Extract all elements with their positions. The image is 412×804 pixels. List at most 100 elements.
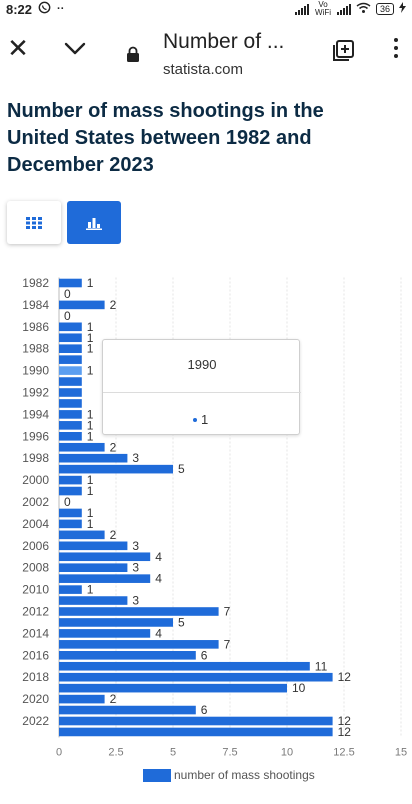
x-tick-label: 15 xyxy=(395,746,407,758)
bar xyxy=(59,410,82,419)
data-label: 10 xyxy=(292,681,306,695)
bar xyxy=(59,574,151,583)
data-label: 1 xyxy=(87,407,94,421)
bar xyxy=(59,432,82,441)
table-icon xyxy=(26,216,42,229)
legend-swatch xyxy=(143,768,171,782)
y-tick-label: 2006 xyxy=(22,539,49,553)
page-title: Number of mass shootings in the United S… xyxy=(7,100,324,176)
bar xyxy=(59,683,287,693)
data-label: 12 xyxy=(338,670,352,684)
more-notifications-icon: ·· xyxy=(57,3,65,15)
y-tick-label: 2016 xyxy=(22,648,49,662)
browser-toolbar: ✕ Number of ... statista.com xyxy=(0,22,412,84)
bar xyxy=(59,508,82,518)
y-tick-label: 2004 xyxy=(22,517,49,531)
table-view-button[interactable] xyxy=(7,201,61,244)
data-label: 11 xyxy=(315,659,328,673)
data-label: 1 xyxy=(87,473,94,487)
whatsapp-icon xyxy=(38,1,51,17)
data-label: 1 xyxy=(87,342,94,356)
y-tick-label: 2014 xyxy=(22,626,49,640)
wifi-icon xyxy=(356,2,371,17)
bar xyxy=(59,486,82,496)
bar xyxy=(59,727,333,737)
bar xyxy=(59,672,333,682)
bar xyxy=(59,344,82,353)
bar xyxy=(59,519,82,529)
y-tick-label: 1984 xyxy=(22,298,49,312)
y-tick-label: 1998 xyxy=(22,451,49,465)
x-tick-label: 7.5 xyxy=(222,746,237,758)
bar xyxy=(59,377,82,386)
y-tick-label: 1988 xyxy=(22,342,49,356)
data-label: 1 xyxy=(87,331,94,345)
x-tick-label: 0 xyxy=(56,746,62,758)
bar xyxy=(59,366,82,375)
data-label: 1 xyxy=(87,364,94,378)
tooltip-divider xyxy=(103,392,301,393)
status-left: 8:22 ·· xyxy=(6,1,64,17)
x-tick-label: 12.5 xyxy=(333,746,354,758)
series-dot-icon xyxy=(193,417,197,422)
chart-legend[interactable]: number of mass shootings xyxy=(143,768,315,782)
view-toggle xyxy=(7,201,121,244)
y-tick-label: 1994 xyxy=(22,407,49,421)
bar xyxy=(59,716,333,726)
data-label: 2 xyxy=(110,298,117,312)
data-label: 7 xyxy=(224,605,231,619)
bar xyxy=(59,464,173,474)
data-label: 12 xyxy=(338,725,352,739)
status-time: 8:22 xyxy=(6,1,33,17)
bar xyxy=(59,278,82,288)
bar xyxy=(59,388,82,397)
data-label: 2 xyxy=(110,528,117,542)
y-tick-label: 2020 xyxy=(22,692,49,706)
x-tick-label: 2.5 xyxy=(108,746,123,758)
chevron-down-icon[interactable] xyxy=(60,36,90,60)
bar xyxy=(59,552,151,562)
x-tick-label: 5 xyxy=(170,746,176,758)
bar xyxy=(59,661,310,671)
y-tick-label: 1996 xyxy=(22,429,49,443)
chart-view-button[interactable] xyxy=(67,201,121,244)
status-bar: 8:22 ·· Vo WiFi 36 xyxy=(0,0,412,18)
bar xyxy=(59,399,82,408)
y-tick-label: 2022 xyxy=(22,714,49,728)
browser-url[interactable]: statista.com xyxy=(163,61,244,78)
y-tick-label: 1982 xyxy=(22,276,49,290)
bar xyxy=(59,694,105,704)
data-label: 4 xyxy=(155,550,162,564)
bar xyxy=(59,530,105,540)
tooltip-title: 1990 xyxy=(187,357,217,372)
lock-icon xyxy=(126,46,140,62)
battery-icon: 36 xyxy=(375,3,394,15)
bar xyxy=(59,442,105,452)
y-tick-label: 2010 xyxy=(22,583,49,597)
signal-icon xyxy=(294,3,309,15)
bar xyxy=(59,333,82,343)
bar-chart-icon xyxy=(86,217,102,230)
y-tick-label: 1992 xyxy=(22,386,49,400)
bar xyxy=(59,322,82,332)
wifi-calling-label: Vo WiFi xyxy=(314,0,331,17)
more-menu-icon[interactable] xyxy=(392,38,400,62)
bar xyxy=(59,629,151,638)
bar xyxy=(59,607,219,616)
data-label: 1 xyxy=(87,418,94,432)
data-label: 4 xyxy=(155,626,162,640)
data-label: 2 xyxy=(110,692,117,706)
data-label: 3 xyxy=(132,561,139,575)
data-label: 7 xyxy=(224,637,231,651)
add-to-collection-icon[interactable] xyxy=(330,38,356,64)
bar xyxy=(59,421,82,430)
y-tick-label: 2008 xyxy=(22,561,49,575)
close-icon[interactable]: ✕ xyxy=(7,33,29,63)
data-label: 3 xyxy=(132,594,139,608)
data-label: 3 xyxy=(132,451,139,465)
data-label: 2 xyxy=(110,440,117,454)
y-tick-label: 2018 xyxy=(22,670,49,684)
bar xyxy=(59,475,82,485)
status-right: Vo WiFi 36 xyxy=(294,0,406,17)
bar xyxy=(59,705,196,715)
